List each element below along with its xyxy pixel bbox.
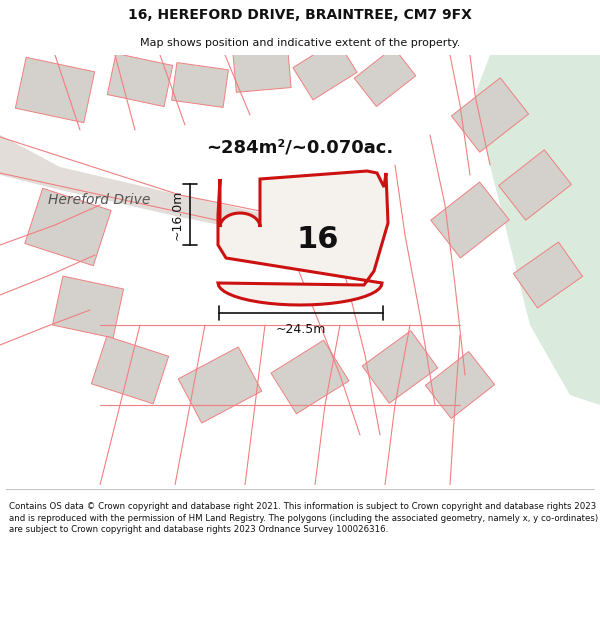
Polygon shape [0, 135, 290, 237]
Bar [25, 188, 111, 266]
Bar [172, 62, 229, 107]
Bar [514, 242, 583, 308]
Text: Map shows position and indicative extent of the property.: Map shows position and indicative extent… [140, 38, 460, 48]
Text: 16: 16 [297, 226, 339, 254]
Bar [52, 276, 124, 338]
Bar [354, 48, 416, 107]
Bar [271, 340, 349, 414]
Text: Contains OS data © Crown copyright and database right 2021. This information is : Contains OS data © Crown copyright and d… [9, 502, 598, 534]
Bar [91, 336, 169, 404]
Bar [499, 150, 571, 220]
Bar [178, 347, 262, 423]
Bar [362, 331, 438, 403]
Text: ~24.5m: ~24.5m [276, 323, 326, 336]
Bar [431, 182, 509, 258]
Text: ~16.0m: ~16.0m [171, 189, 184, 239]
Text: ~284m²/~0.070ac.: ~284m²/~0.070ac. [206, 138, 394, 156]
Polygon shape [475, 55, 600, 405]
Bar [16, 58, 95, 122]
Bar [293, 40, 357, 100]
Text: 16, HEREFORD DRIVE, BRAINTREE, CM7 9FX: 16, HEREFORD DRIVE, BRAINTREE, CM7 9FX [128, 8, 472, 22]
Bar [233, 48, 291, 92]
Polygon shape [218, 171, 388, 305]
Bar [425, 351, 494, 419]
Bar [451, 78, 529, 152]
Bar [107, 53, 173, 107]
Text: Hereford Drive: Hereford Drive [48, 193, 151, 207]
